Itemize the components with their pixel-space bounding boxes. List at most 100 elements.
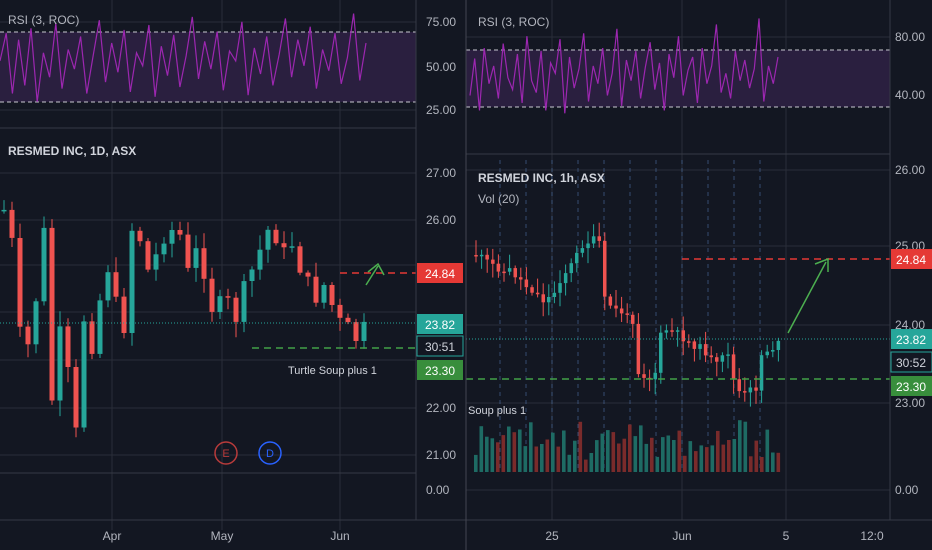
right-candle-body <box>631 314 635 324</box>
right-volume-bar <box>721 444 726 472</box>
right-volume-bar <box>694 451 698 472</box>
right-volume-bar <box>584 459 588 472</box>
left-x-label-may: May <box>211 529 234 543</box>
left-arrow-head <box>367 262 385 276</box>
right-candle-body <box>636 323 641 375</box>
left-rsi-title[interactable]: RSI (3, ROC) <box>8 13 79 27</box>
left-target-price-label: 24.84 <box>417 263 463 283</box>
right-candle-body <box>687 341 691 343</box>
right-panel: RSI (3, ROC) RESMED INC, 1h, ASX Vol (20… <box>466 0 890 520</box>
right-candle-body <box>748 387 753 393</box>
right-volume-bar <box>567 454 572 472</box>
earnings-event-circle <box>214 441 238 465</box>
left-candle-body <box>1 209 7 212</box>
right-candle-body <box>586 243 590 249</box>
right-volume-bar <box>633 436 638 472</box>
left-candle-body <box>145 241 151 270</box>
right-price-tick-26: 26.00 <box>895 163 925 177</box>
dividend-event-marker[interactable]: D <box>258 441 282 465</box>
left-candle-body <box>289 246 295 248</box>
right-arrow-line <box>787 261 827 334</box>
left-candle-body <box>169 230 175 244</box>
left-candle-body <box>25 326 31 345</box>
left-price-tick-27: 27.00 <box>426 166 456 180</box>
left-candle-body <box>353 322 359 341</box>
right-candle-body <box>502 271 506 274</box>
right-candle-body <box>485 254 489 260</box>
right-volume-bar <box>771 452 775 472</box>
right-volume-bar <box>600 433 605 472</box>
left-candle-body <box>185 234 191 268</box>
right-candle-body <box>507 268 512 272</box>
left-price-title[interactable]: RESMED INC, 1D, ASX <box>8 144 136 158</box>
left-candle-body <box>177 230 183 235</box>
left-rsi-tick-50: 50.00 <box>426 60 456 74</box>
left-candle-body <box>73 367 79 428</box>
right-x-label-12: 12:0 <box>860 529 884 543</box>
left-candle-body <box>321 285 327 303</box>
left-candle-body <box>201 248 207 279</box>
right-candle-body <box>474 255 478 257</box>
right-price-title[interactable]: RESMED INC, 1h, ASX <box>478 171 605 185</box>
right-candle-body <box>603 240 607 297</box>
right-candle-body <box>535 292 540 295</box>
right-volume-bar <box>628 424 632 472</box>
right-volume-bar <box>501 435 506 472</box>
right-volume-bar <box>672 440 676 472</box>
right-candle-body <box>558 283 562 293</box>
left-price-tick-0: 0.00 <box>426 483 450 497</box>
left-annotation[interactable]: Turtle Soup plus 1 <box>288 365 377 377</box>
right-price-axis[interactable]: 80.00 40.00 26.00 25.00 24.00 23.00 0.00… <box>889 0 932 520</box>
right-volume-bar <box>760 457 764 472</box>
right-rsi-title[interactable]: RSI (3, ROC) <box>478 15 549 29</box>
right-time-axis[interactable]: 25 Jun 5 12:0 <box>466 519 932 543</box>
right-volume-bar <box>754 440 759 472</box>
right-candle-body <box>664 330 669 333</box>
left-stop-price-text: 23.30 <box>425 364 455 378</box>
left-price-axis[interactable]: 75.00 50.00 25.00 27.00 26.00 22.00 21.0… <box>415 0 466 520</box>
left-last-price-label: 23.82 <box>417 314 463 334</box>
right-candle-body <box>608 296 613 306</box>
left-candle-body <box>121 296 127 333</box>
right-candle-body <box>709 355 713 358</box>
right-candle-body <box>726 354 730 356</box>
earnings-event-marker[interactable]: E <box>214 441 238 465</box>
right-volume-bar <box>644 443 649 472</box>
left-candle-body <box>249 269 255 281</box>
right-candle-body <box>530 287 534 293</box>
right-volume-bar <box>617 443 621 472</box>
left-time-axis[interactable]: Apr May Jun <box>0 519 466 543</box>
right-candle-body <box>765 351 769 356</box>
left-x-label-apr: Apr <box>103 529 122 543</box>
right-candle-body <box>614 305 618 309</box>
left-candle-body <box>57 326 63 401</box>
right-last-price-label: 23.82 <box>891 329 932 349</box>
left-candle-body <box>265 229 271 250</box>
right-candle-body <box>491 259 495 264</box>
left-candle-body <box>305 272 311 277</box>
right-volume-bar <box>490 438 495 472</box>
right-candle-body <box>580 248 585 253</box>
right-candle-body <box>698 344 702 349</box>
right-volume-bar <box>529 422 533 472</box>
right-candle-body <box>569 263 573 274</box>
left-price-tick-22: 22.00 <box>426 401 456 415</box>
left-candle-body <box>233 297 239 322</box>
left-candle-body <box>313 276 319 303</box>
right-candle-body <box>675 330 680 332</box>
left-candle-body <box>273 229 279 244</box>
right-volume-bar <box>556 446 561 472</box>
right-candle-body <box>692 341 697 349</box>
right-volume-bar <box>699 445 704 472</box>
right-volume-bar <box>661 437 665 472</box>
right-volume-title[interactable]: Vol (20) <box>478 192 519 206</box>
dividend-event-label: D <box>266 448 274 460</box>
right-price-tick-24: 24.00 <box>895 318 925 332</box>
right-candle-body <box>619 308 624 314</box>
right-target-price-label: 24.84 <box>891 249 932 269</box>
left-candle-body <box>161 243 167 255</box>
right-volume-bar <box>545 439 550 472</box>
right-rsi-band <box>466 50 890 107</box>
right-volume-bar <box>518 429 522 472</box>
right-annotation[interactable]: Soup plus 1 <box>468 405 526 417</box>
